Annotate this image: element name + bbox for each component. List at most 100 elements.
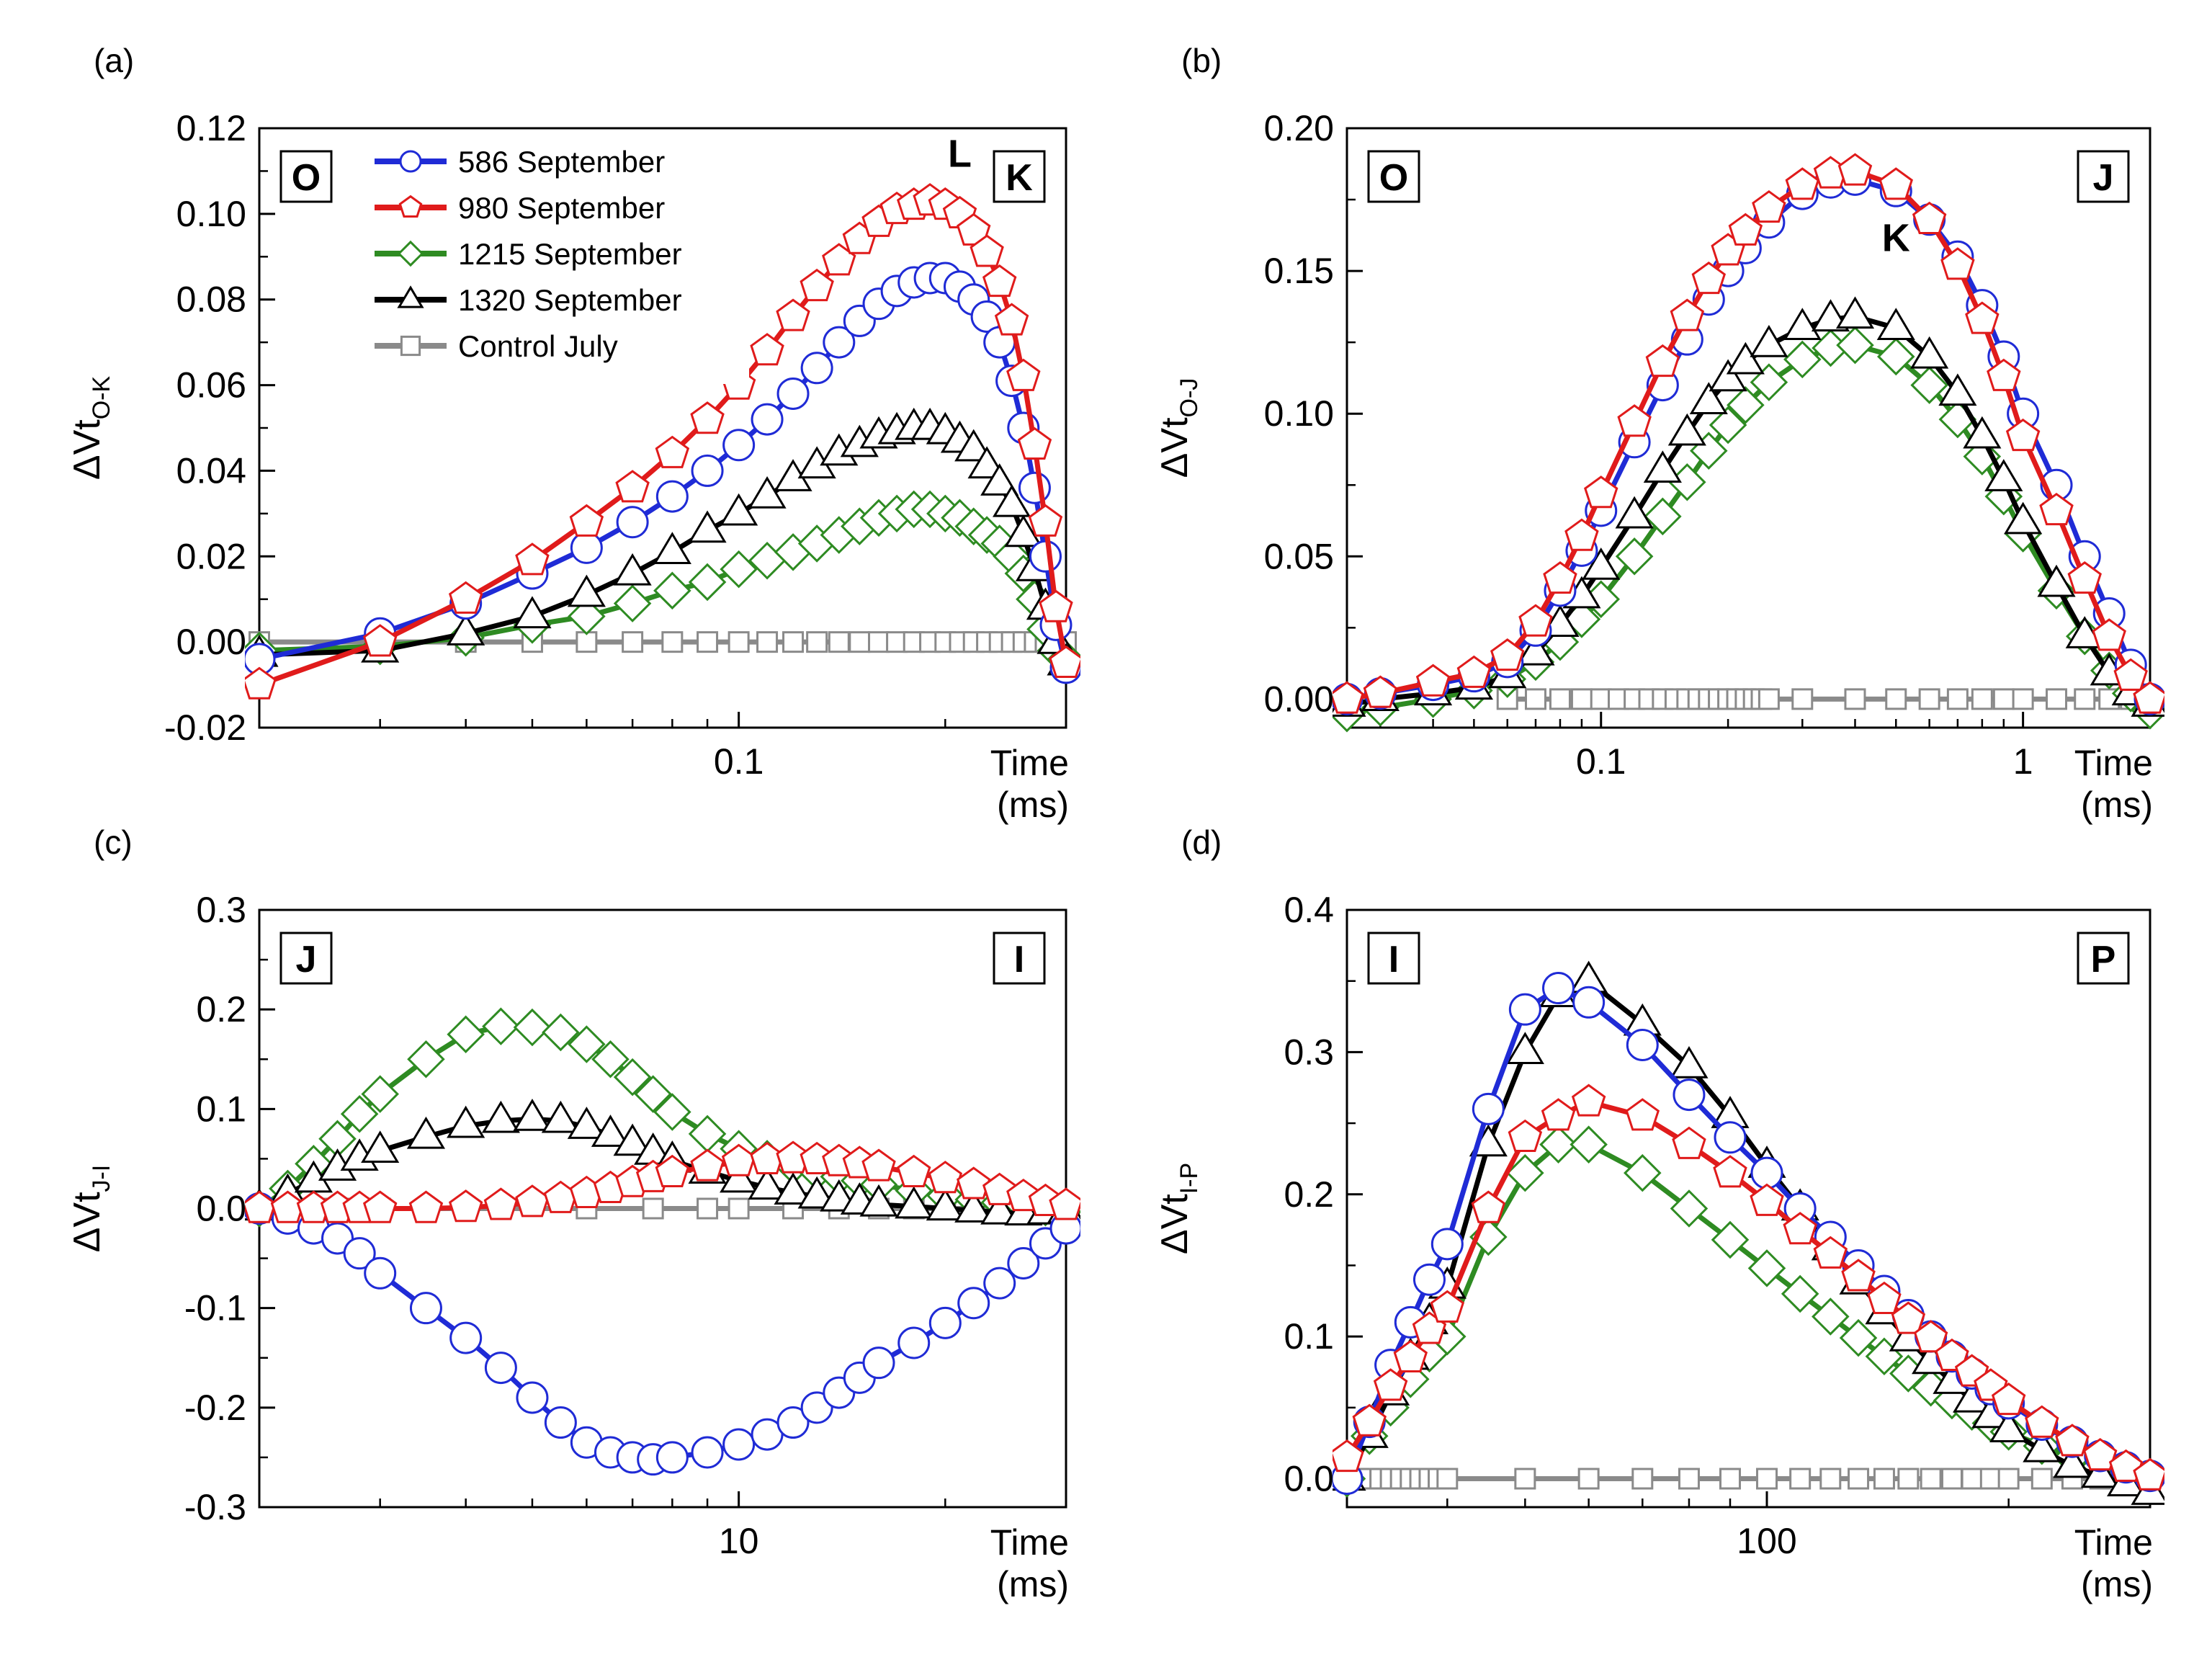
data-point-980-september [1373,1368,1408,1401]
data-point-1320-september [613,553,652,586]
corner-right-label-box [2077,932,2130,985]
legend-entry: 1320 September [458,283,682,317]
data-point-1320-september [1615,496,1654,529]
data-point-control-july [1946,688,1969,710]
x-axis-unit: (ms) [2081,785,2153,825]
x-axis-label: Time [2074,1522,2153,1563]
data-point-1320-september [1709,359,1747,392]
data-point-1215-september [513,1008,552,1047]
data-point-1320-september [2081,1455,2120,1488]
data-point-980-september [515,542,550,576]
y-axis-label: ΔVtO-J [1154,378,1203,478]
y-axis-label-main: ΔVt [66,1192,108,1252]
data-point-980-september [1713,1155,1747,1188]
data-point-980-september [1363,675,1398,708]
data-point-control-july [1791,688,1814,710]
data-point-980-september [1049,1187,1080,1220]
data-point-1320-september [447,613,485,646]
data-point-980-september [690,1148,725,1182]
data-point-1320-september [481,1100,520,1133]
peak-annotation: L [948,132,972,175]
data-point-980-september [655,435,690,468]
data-point-980-september [655,1154,690,1187]
data-point-1320-september [2023,1429,2061,1462]
data-point-980-september [1785,167,1820,200]
data-point-control-july [806,631,828,653]
data-point-control-july [1971,688,1993,710]
data-point-control-july [1757,688,1780,710]
data-point-control-july [1918,688,1940,710]
data-point-586-september [800,352,833,385]
data-point-1320-september [926,1188,964,1221]
data-point-1320-september [1938,373,1977,406]
data-point-980-september [1617,404,1652,437]
data-point-980-september [1006,358,1041,391]
data-point-586-september [1412,1263,1446,1296]
data-point-control-july [642,1197,664,1220]
data-point-1320-september [1516,633,1555,666]
y-axis-label-sub: O-J [1176,378,1203,418]
data-point-586-september [544,1406,577,1439]
data-point-980-september [982,264,1017,298]
data-point-586-september [364,1256,397,1290]
data-point-980-september [1935,1338,1969,1371]
y-tick-label: 0.2 [1284,1174,1334,1215]
y-tick-label: 0.05 [1264,536,1334,576]
data-point-980-september [1017,426,1052,460]
series-group [1333,153,2164,733]
data-point-980-september [1913,1320,1948,1353]
panel-label: (a) [94,42,134,79]
legend-entry: 980 September [458,191,665,225]
data-point-1215-september [1570,1125,1608,1164]
data-point-586-september [691,454,724,487]
x-tick-label: 100 [1737,1521,1796,1561]
data-point-control-july [1756,1468,1778,1490]
data-point-control-july [756,631,779,653]
data-point-980-september [994,303,1029,336]
data-point-980-september [408,1190,444,1223]
data-point-1320-september [1667,413,1706,446]
data-point-1320-september [541,1100,580,1133]
data-point-980-september [1543,561,1577,594]
data-point-980-september [362,624,398,657]
y-axis-label: ΔVtJ-I [66,1165,115,1253]
data-point-1215-september [542,1013,580,1052]
data-point-980-september [1584,475,1618,509]
data-point-1320-september [1582,547,1621,580]
data-point-586-september [484,1352,517,1385]
data-point-980-september [1039,589,1073,622]
data-point-1215-september [1783,340,1822,379]
y-axis-label: ΔVtO-K [66,376,115,481]
data-point-980-september [615,470,650,503]
data-point-586-september [1472,1092,1505,1125]
data-point-586-september [928,1306,962,1339]
data-point-586-september [409,1292,442,1325]
data-point-586-september [1029,540,1062,573]
y-tick-label: 0.20 [1264,108,1334,148]
legend-marker [399,150,422,173]
data-point-980-september [1837,153,1873,186]
data-point-586-september [1018,471,1051,504]
data-point-control-july [2074,688,2096,710]
data-point-1320-september [567,1107,606,1139]
data-point-980-september [1991,1383,2026,1416]
data-point-control-july [1631,1468,1654,1490]
legend-marker [398,195,423,218]
data-point-1320-september [567,574,606,607]
data-point-control-july [1885,688,1907,710]
x-axis-label: Time [990,1522,1069,1563]
x-axis-unit: (ms) [997,785,1069,825]
data-point-control-july [727,1197,750,1220]
data-point-980-september [2092,618,2126,651]
data-point-980-september [1415,664,1451,697]
series-line-1320-september [1346,314,2151,707]
data-point-980-september [800,268,834,302]
legend-entry: 1215 September [458,237,682,271]
data-point-586-september [616,506,649,539]
data-point-980-september [1940,247,1975,280]
data-point-1215-september [1644,497,1682,536]
data-point-980-september [1508,1119,1543,1152]
x-axis-unit: (ms) [997,1564,1069,1604]
corner-left-label-box [279,150,333,203]
data-point-1215-september [1670,1189,1709,1228]
